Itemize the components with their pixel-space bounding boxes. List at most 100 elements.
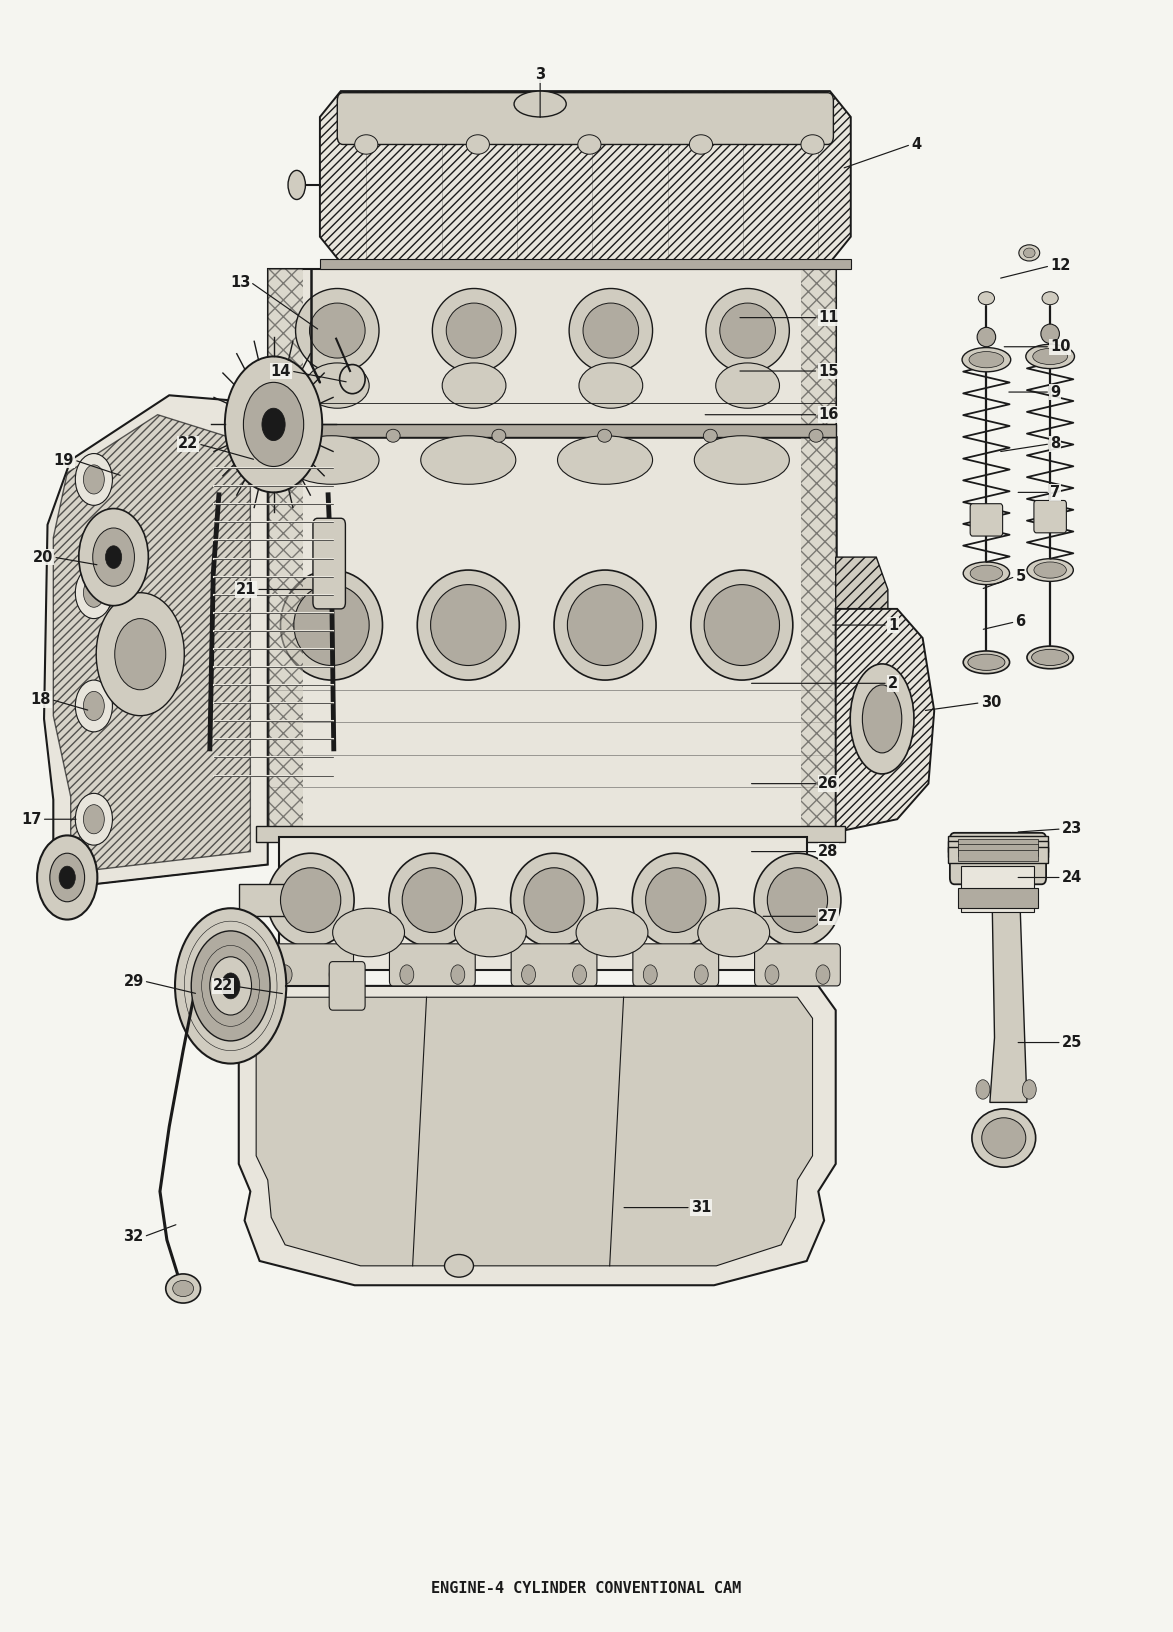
Circle shape <box>643 965 657 984</box>
Ellipse shape <box>767 868 828 932</box>
Ellipse shape <box>430 584 506 666</box>
Circle shape <box>976 1080 990 1100</box>
Ellipse shape <box>310 304 365 357</box>
FancyBboxPatch shape <box>958 850 1038 862</box>
Ellipse shape <box>978 292 995 305</box>
Ellipse shape <box>421 436 516 485</box>
Circle shape <box>1023 1080 1036 1100</box>
Ellipse shape <box>862 685 902 752</box>
Ellipse shape <box>354 135 378 153</box>
Text: 25: 25 <box>1062 1035 1083 1049</box>
FancyBboxPatch shape <box>256 826 845 842</box>
Circle shape <box>106 545 122 568</box>
Ellipse shape <box>963 561 1010 584</box>
FancyBboxPatch shape <box>239 885 285 916</box>
FancyBboxPatch shape <box>267 269 303 424</box>
FancyBboxPatch shape <box>338 93 833 145</box>
Ellipse shape <box>982 1118 1026 1159</box>
Ellipse shape <box>284 436 379 485</box>
Ellipse shape <box>293 584 369 666</box>
Circle shape <box>96 592 184 716</box>
Text: 1: 1 <box>888 617 899 633</box>
FancyBboxPatch shape <box>801 437 835 832</box>
FancyBboxPatch shape <box>958 888 1038 907</box>
Text: 32: 32 <box>123 1229 144 1244</box>
Ellipse shape <box>576 909 647 956</box>
Text: 30: 30 <box>981 695 1001 710</box>
Text: 10: 10 <box>1050 339 1071 354</box>
Ellipse shape <box>524 868 584 932</box>
Ellipse shape <box>296 289 379 372</box>
Ellipse shape <box>1026 344 1074 369</box>
Text: 22: 22 <box>212 979 233 994</box>
FancyBboxPatch shape <box>948 847 1049 863</box>
Text: 28: 28 <box>819 844 839 858</box>
Circle shape <box>244 382 304 467</box>
Circle shape <box>75 454 113 506</box>
Ellipse shape <box>172 1281 194 1296</box>
Ellipse shape <box>690 135 712 153</box>
Text: 27: 27 <box>819 909 839 924</box>
Ellipse shape <box>706 289 789 372</box>
FancyBboxPatch shape <box>267 424 835 437</box>
Circle shape <box>175 909 286 1064</box>
Ellipse shape <box>418 570 520 681</box>
Ellipse shape <box>1024 248 1035 258</box>
Text: 18: 18 <box>30 692 50 707</box>
FancyBboxPatch shape <box>389 943 475 986</box>
Ellipse shape <box>445 1255 474 1278</box>
Text: 20: 20 <box>33 550 53 565</box>
Ellipse shape <box>491 429 506 442</box>
Circle shape <box>400 965 414 984</box>
Ellipse shape <box>720 304 775 357</box>
Circle shape <box>83 692 104 721</box>
Ellipse shape <box>578 135 601 153</box>
Ellipse shape <box>969 351 1004 367</box>
Ellipse shape <box>280 570 382 681</box>
Text: 11: 11 <box>819 310 839 325</box>
Ellipse shape <box>568 584 643 666</box>
Text: 12: 12 <box>1050 258 1071 273</box>
FancyBboxPatch shape <box>958 844 1038 855</box>
Circle shape <box>83 465 104 494</box>
Ellipse shape <box>698 909 769 956</box>
Polygon shape <box>239 986 835 1286</box>
FancyBboxPatch shape <box>958 839 1038 850</box>
Polygon shape <box>835 609 934 832</box>
Circle shape <box>816 965 830 984</box>
Ellipse shape <box>962 348 1011 372</box>
Ellipse shape <box>968 654 1005 671</box>
FancyBboxPatch shape <box>948 840 1049 857</box>
Text: 16: 16 <box>819 408 839 423</box>
Text: 2: 2 <box>888 676 899 690</box>
FancyBboxPatch shape <box>267 269 835 431</box>
FancyBboxPatch shape <box>801 269 835 424</box>
Ellipse shape <box>970 565 1003 581</box>
Polygon shape <box>990 902 1028 1102</box>
FancyBboxPatch shape <box>279 837 807 969</box>
Circle shape <box>93 529 135 586</box>
FancyBboxPatch shape <box>330 961 365 1010</box>
Text: 8: 8 <box>1050 436 1060 452</box>
Polygon shape <box>45 395 267 889</box>
Text: 7: 7 <box>1050 485 1060 499</box>
Circle shape <box>191 930 270 1041</box>
Polygon shape <box>320 91 850 263</box>
Circle shape <box>115 619 165 690</box>
Ellipse shape <box>389 854 476 947</box>
Ellipse shape <box>972 1108 1036 1167</box>
Text: 23: 23 <box>1062 821 1082 837</box>
Ellipse shape <box>510 854 597 947</box>
Ellipse shape <box>963 651 1010 674</box>
Ellipse shape <box>514 91 567 118</box>
Circle shape <box>59 867 75 889</box>
Circle shape <box>75 566 113 619</box>
Ellipse shape <box>386 429 400 442</box>
Ellipse shape <box>1042 292 1058 305</box>
Ellipse shape <box>691 570 793 681</box>
Ellipse shape <box>333 909 405 956</box>
Text: 19: 19 <box>54 452 74 467</box>
Ellipse shape <box>704 584 780 666</box>
Ellipse shape <box>579 362 643 408</box>
Circle shape <box>83 805 104 834</box>
